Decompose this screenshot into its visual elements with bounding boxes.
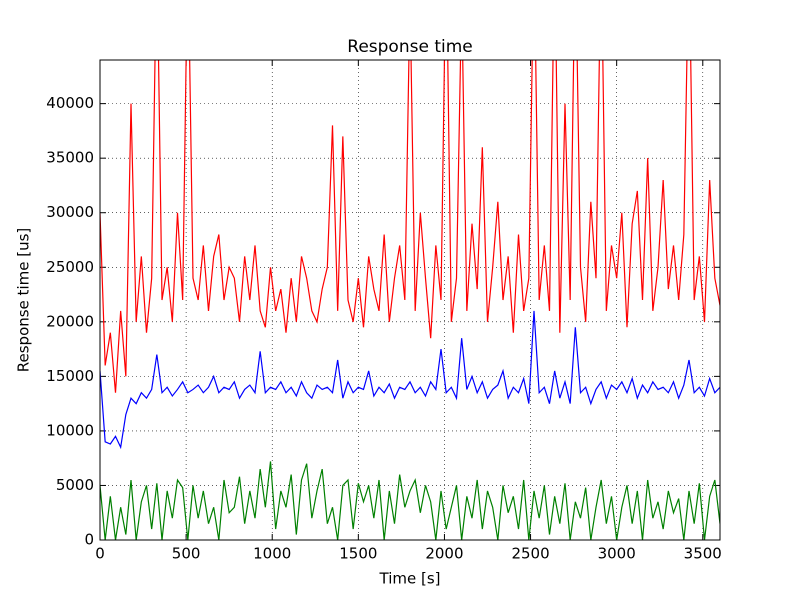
data-line: [100, 461, 720, 540]
x-tick-label: 1500: [339, 545, 377, 563]
y-tick-label: 35000: [46, 149, 94, 167]
data-line: [100, 310, 720, 450]
y-tick-label: 10000: [46, 421, 94, 439]
x-tick-label: 1000: [253, 545, 291, 563]
x-tick-label: 2000: [425, 545, 463, 563]
data-line: [100, 60, 720, 393]
y-tick-label: 5000: [56, 476, 94, 494]
x-tick-label: 500: [172, 545, 201, 563]
x-tick-label: 2500: [511, 545, 549, 563]
y-axis-label: Response time [us]: [15, 228, 33, 373]
x-tick-label: 3500: [684, 545, 722, 563]
y-tick-label: 0: [84, 531, 94, 549]
y-tick-label: 25000: [46, 258, 94, 276]
y-tick-label: 20000: [46, 312, 94, 330]
x-tick-label: 3000: [598, 545, 636, 563]
plot-frame: [99, 59, 721, 541]
y-tick-label: 40000: [46, 94, 94, 112]
y-tick-label: 30000: [46, 203, 94, 221]
x-tick-label: 0: [95, 545, 105, 563]
chart-title: Response time: [347, 37, 472, 57]
y-tick-label: 15000: [46, 367, 94, 385]
x-axis-label: Time [s]: [379, 570, 441, 588]
